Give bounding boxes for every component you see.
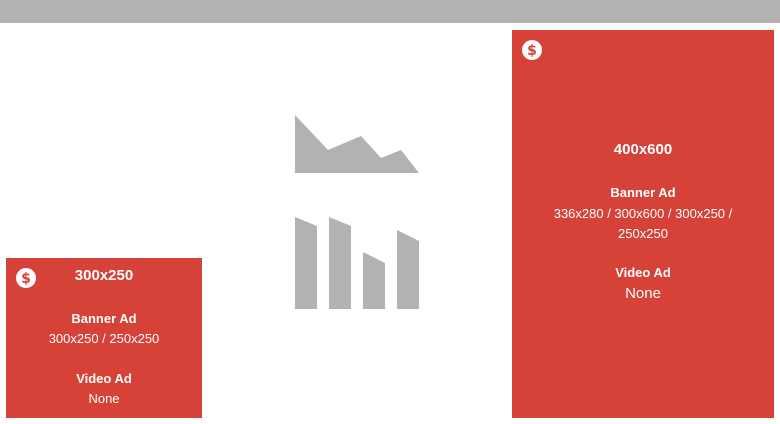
video-ad-label: Video Ad — [615, 265, 671, 280]
svg-text:$: $ — [527, 43, 537, 59]
dollar-coin-icon: $ — [16, 268, 36, 288]
ad-size-title: 400x600 — [613, 141, 673, 158]
area-chart-icon — [295, 115, 419, 173]
ad-size-title: 300x250 — [74, 267, 134, 284]
banner-ad-sizes: 336x280 / 300x600 / 300x250 / 250x250 — [553, 206, 733, 241]
banner-ad-sizes: 300x250 / 250x250 — [48, 331, 160, 346]
placeholder-charts — [295, 115, 419, 310]
ad-slot-300x250[interactable]: $ 300x250 Banner Ad 300x250 / 250x250 Vi… — [6, 258, 202, 418]
banner-ad-label: Banner Ad — [610, 185, 676, 200]
svg-text:$: $ — [21, 271, 31, 287]
video-ad-value: None — [625, 285, 661, 302]
dollar-coin-icon: $ — [522, 40, 542, 60]
ad-slot-400x600[interactable]: $ 400x600 Banner Ad 336x280 / 300x600 / … — [512, 30, 774, 418]
video-ad-label: Video Ad — [76, 371, 132, 386]
video-ad-value: None — [88, 391, 120, 406]
banner-ad-label: Banner Ad — [71, 311, 137, 326]
bar-chart-icon — [295, 217, 419, 309]
top-bar — [0, 0, 780, 23]
